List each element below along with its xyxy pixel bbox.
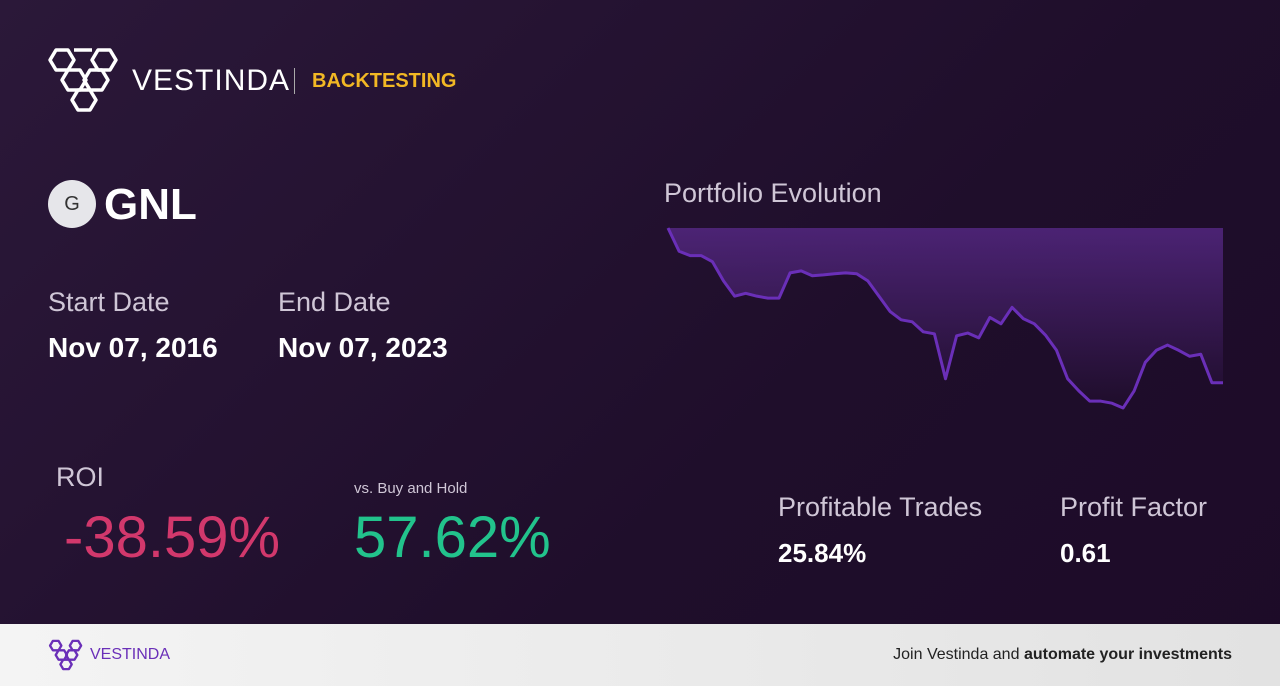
footer-cta: Join Vestinda and automate your investme… (893, 646, 1232, 664)
chart (666, 227, 1223, 410)
line (666, 227, 1223, 410)
roi-value: -38.59% (64, 505, 281, 570)
section: BACKTESTING (312, 70, 457, 92)
chart-title: Portfolio Evolution (664, 178, 882, 208)
profitable-value: 25.84% (778, 538, 867, 568)
compare-value: 57.62% (354, 505, 551, 570)
compare-label: vs. Buy and Hold (354, 480, 468, 497)
factor-value: 0.61 (1060, 538, 1111, 568)
area (668, 228, 1223, 408)
factor-label: Profit Factor (1060, 492, 1208, 522)
asset-icon: G (48, 180, 96, 228)
brand: VESTINDA (132, 64, 291, 97)
profitable-label: Profitable Trades (778, 492, 983, 522)
start-value: Nov 07, 2016 (48, 332, 218, 363)
start-label: Start Date (48, 287, 170, 317)
footer-bold: automate your investments (1023, 646, 1232, 663)
footer: VESTINDA Join Vestinda and automate your… (0, 624, 1280, 686)
divider (294, 68, 295, 94)
end-label: End Date (278, 287, 391, 317)
footer-brand: VESTINDA (90, 646, 171, 663)
footer-logo (48, 639, 83, 671)
end-value: Nov 07, 2023 (278, 332, 448, 363)
ticker: GNL (104, 180, 197, 229)
roi-label: ROI (56, 462, 105, 492)
footer-text: Join Vestinda and (893, 646, 1020, 663)
logo (48, 48, 118, 112)
